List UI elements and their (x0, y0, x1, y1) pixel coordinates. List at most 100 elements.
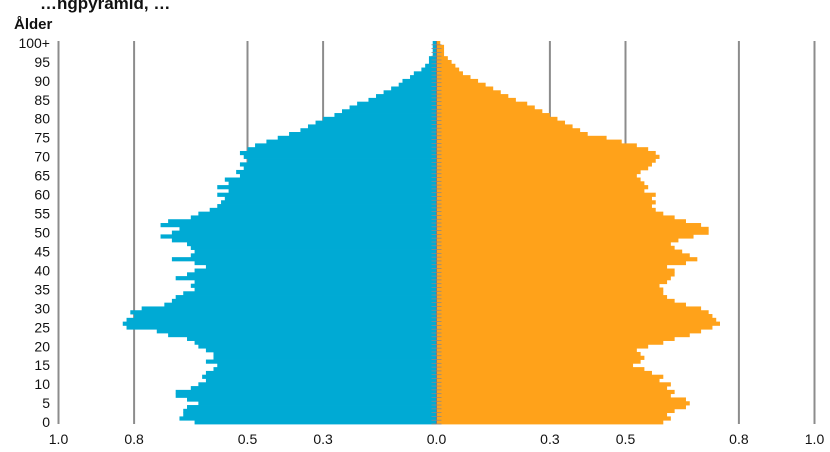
bar-left-age-88 (391, 86, 437, 91)
bar-right-age-73 (436, 143, 637, 148)
bar-left-age-21 (194, 340, 437, 345)
bar-right-age-46 (436, 245, 675, 250)
bar-left-age-69 (247, 158, 437, 163)
bar-left-age-1 (179, 416, 437, 421)
bar-right-age-34 (436, 291, 664, 296)
right-series-bars (436, 41, 720, 425)
bar-left-age-60 (217, 192, 437, 197)
bar-left-age-49 (160, 234, 437, 239)
chart-title: …ngpyramid, … (40, 0, 170, 13)
bar-left-age-59 (224, 196, 437, 201)
bar-right-age-26 (436, 321, 720, 326)
bar-left-age-8 (175, 389, 437, 395)
y-axis-label: Ålder (14, 16, 53, 33)
bar-left-age-58 (221, 200, 437, 205)
bar-left-age-55 (198, 211, 437, 216)
center-axis (431, 41, 442, 425)
bar-right-age-92 (436, 71, 463, 76)
bar-right-age-27 (436, 317, 717, 323)
bar-left-age-79 (315, 120, 437, 125)
bar-right-age-50 (436, 230, 709, 235)
bar-left-age-42 (194, 260, 437, 266)
bar-right-age-0 (436, 420, 664, 425)
bar-right-age-98 (436, 48, 445, 53)
bar-right-age-3 (436, 408, 675, 414)
bar-left-age-77 (300, 128, 437, 133)
bar-left-age-6 (187, 397, 437, 402)
bar-right-age-30 (436, 306, 702, 311)
bar-left-age-95 (428, 59, 437, 65)
bar-right-age-15 (436, 363, 634, 368)
bar-left-age-87 (383, 90, 437, 95)
bar-right-age-36 (436, 283, 660, 288)
bar-right-age-56 (436, 207, 656, 213)
bar-left-age-46 (190, 245, 437, 250)
bar-right-age-12 (436, 374, 664, 379)
y-tick-label-90: 90 (34, 73, 50, 89)
bar-right-age-93 (436, 67, 460, 72)
bar-right-age-69 (436, 158, 656, 163)
x-tick-label-0: 1.0 (49, 431, 69, 447)
bar-right-age-17 (436, 355, 645, 360)
y-tick-label-100: 100+ (18, 35, 50, 51)
bar-right-age-60 (436, 192, 656, 197)
bar-right-age-7 (436, 393, 671, 398)
bar-right-age-6 (436, 397, 686, 402)
bar-right-age-24 (436, 329, 702, 334)
bar-left-age-41 (205, 264, 437, 269)
y-tick-labels: 0 5 10 15 20 25 30 35 40 45 50 55 60 65 70 75 80 85 90 95 10… (18, 35, 50, 430)
bar-right-age-84 (436, 101, 528, 106)
bar-left-age-14 (213, 367, 437, 372)
bar-left-age-75 (277, 135, 437, 140)
bar-right-age-64 (436, 177, 641, 182)
bar-right-age-44 (436, 253, 690, 258)
bar-right-age-33 (436, 295, 668, 300)
bar-left-age-22 (187, 336, 437, 341)
x-tick-label-6: 0.5 (616, 431, 636, 447)
bar-right-age-51 (436, 226, 709, 232)
bar-left-age-70 (243, 154, 437, 159)
bar-right-age-71 (436, 150, 656, 156)
bar-left-age-43 (171, 257, 437, 262)
y-tick-label-30: 30 (34, 300, 50, 316)
bar-left-age-9 (190, 386, 437, 391)
bar-left-age-54 (190, 215, 437, 220)
bar-right-age-31 (436, 302, 686, 307)
bar-left-age-7 (175, 393, 437, 398)
x-tick-label-7: 0.8 (729, 431, 749, 447)
bar-right-age-42 (436, 260, 686, 266)
bar-left-age-62 (217, 185, 437, 190)
bar-right-age-2 (436, 412, 668, 417)
y-tick-label-95: 95 (34, 54, 50, 70)
bar-right-age-62 (436, 185, 649, 190)
bar-right-age-99 (436, 44, 445, 49)
bar-left-age-19 (205, 348, 437, 353)
bar-left-age-65 (239, 173, 437, 178)
bar-left-age-24 (156, 329, 437, 334)
bar-right-age-79 (436, 120, 566, 125)
bar-right-age-20 (436, 344, 649, 349)
bar-right-age-37 (436, 279, 668, 285)
bar-right-age-76 (436, 132, 588, 137)
x-tick-label-4: 0.0 (427, 431, 447, 447)
bar-left-age-92 (413, 71, 437, 76)
bar-left-age-20 (198, 344, 437, 349)
bar-right-age-80 (436, 116, 558, 122)
bar-left-age-31 (164, 302, 437, 307)
bar-right-age-35 (436, 287, 664, 292)
bar-right-age-63 (436, 181, 645, 186)
bar-right-age-10 (436, 382, 671, 387)
bar-left-age-100 (432, 41, 437, 46)
bar-left-age-67 (243, 166, 437, 171)
bar-right-age-49 (436, 234, 694, 239)
bar-right-age-8 (436, 389, 675, 395)
bar-left-age-93 (421, 67, 437, 72)
bar-right-age-54 (436, 215, 675, 220)
bar-right-age-78 (436, 124, 573, 129)
y-tick-label-80: 80 (34, 111, 50, 127)
y-tick-label-60: 60 (34, 187, 50, 203)
bar-left-age-4 (187, 405, 437, 410)
bar-right-age-75 (436, 135, 607, 140)
bar-left-age-73 (255, 143, 437, 148)
